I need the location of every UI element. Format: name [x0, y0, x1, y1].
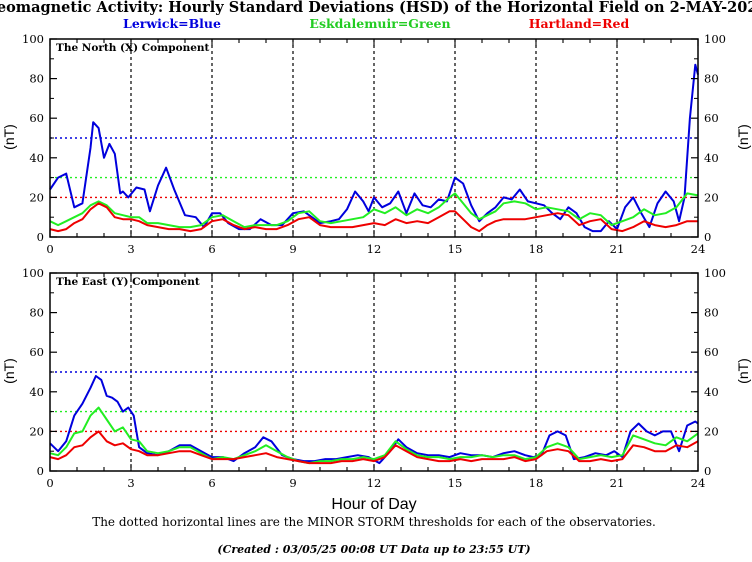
panel-east-ytick-label-right-0: 0: [704, 464, 711, 478]
panel-north-line-eskdalemuir: [49, 192, 699, 229]
panel-north-ytick-label-right-80: 80: [704, 72, 719, 86]
panel-north-ytick-label-right-40: 40: [704, 151, 719, 165]
panel-east-grid: [130, 273, 618, 471]
panel-east-ytick-label-right-40: 40: [704, 385, 719, 399]
panel-north-ytick-label-right-20: 20: [704, 190, 719, 204]
panel-east-ytick-label-left-20: 20: [29, 424, 44, 438]
panel-north-title: The North (X) Component: [56, 42, 210, 54]
panel-east-ylabel-left: (nT): [1, 358, 17, 384]
panel-north-line-lerwick: [49, 63, 699, 233]
panel-east-ytick-label-left-100: 100: [22, 266, 44, 280]
panel-north-xtick-label-6: 6: [208, 242, 215, 256]
panel-north-xtick-label-9: 9: [289, 242, 296, 256]
panel-east-ylabel-right: (nT): [735, 358, 751, 384]
panel-north-xtick-label-0: 0: [46, 242, 53, 256]
panel-north-ytick-label-left-60: 60: [29, 111, 44, 125]
panel-north-ytick-label-left-100: 100: [22, 32, 44, 46]
panel-east-xtick-label-24: 24: [691, 476, 706, 490]
panel-north-xtick-label-15: 15: [448, 242, 463, 256]
panel-north-ytick-label-right-0: 0: [704, 230, 711, 244]
chart-title: Geomagnetic Activity: Hourly Standard De…: [0, 0, 752, 16]
panel-east-ytick-label-right-20: 20: [704, 424, 719, 438]
panel-north-xtick-label-12: 12: [367, 242, 382, 256]
panel-north-ylabel-right: (nT): [735, 124, 751, 150]
panel-east-xtick-label-6: 6: [208, 476, 215, 490]
panel-east-xtick-label-3: 3: [127, 476, 134, 490]
panel-east-title: The East (Y) Component: [56, 276, 200, 288]
panel-east-ytick-label-left-60: 60: [29, 345, 44, 359]
panel-north-ytick-label-left-80: 80: [29, 72, 44, 86]
panel-north-ylabel-left: (nT): [1, 124, 17, 150]
panel-east-xtick-label-12: 12: [367, 476, 382, 490]
panel-east-ytick-label-right-60: 60: [704, 345, 719, 359]
panel-east-xtick-label-9: 9: [289, 476, 296, 490]
panel-east-xtick-label-0: 0: [46, 476, 53, 490]
panel-north-xtick-label-18: 18: [529, 242, 544, 256]
legend-eskdalemuir: Eskdalemuir=Green: [309, 16, 450, 31]
legend-hartland: Hartland=Red: [529, 16, 630, 31]
panel-north-series: [49, 63, 699, 233]
panel-east-thresholds: [50, 371, 698, 433]
x-axis-label: Hour of Day: [331, 496, 416, 513]
panel-east-xtick-label-18: 18: [529, 476, 544, 490]
panel-north-line-hartland: [49, 202, 698, 233]
panel-east-ytick-label-left-40: 40: [29, 385, 44, 399]
panel-east-ytick-label-right-100: 100: [704, 266, 726, 280]
footnote: The dotted horizontal lines are the MINO…: [92, 515, 656, 529]
panel-east-line-eskdalemuir: [49, 406, 699, 465]
panel-north-xtick-label-21: 21: [610, 242, 625, 256]
panel-north-ytick-label-right-60: 60: [704, 111, 719, 125]
panel-east-ytick-label-left-0: 0: [37, 464, 44, 478]
legend-lerwick: Lerwick=Blue: [123, 16, 221, 31]
created-note: (Created : 03/05/25 00:08 UT Data up to …: [217, 543, 530, 556]
panel-east-xtick-label-15: 15: [448, 476, 463, 490]
panel-east-series: [49, 375, 699, 465]
panel-north-ytick-label-left-0: 0: [37, 230, 44, 244]
panel-north-xtick-label-24: 24: [691, 242, 706, 256]
panel-east-ytick-label-right-80: 80: [704, 306, 719, 320]
panel-east-xtick-label-21: 21: [610, 476, 625, 490]
panel-north-ytick-label-left-20: 20: [29, 190, 44, 204]
panel-east-ytick-label-left-80: 80: [29, 306, 44, 320]
panel-north-thresholds: [50, 137, 698, 199]
panel-north-ytick-label-right-100: 100: [704, 32, 726, 46]
panel-east-line-hartland: [49, 430, 699, 465]
panel-north-ytick-label-left-40: 40: [29, 151, 44, 165]
panel-north-xtick-label-3: 3: [127, 242, 134, 256]
